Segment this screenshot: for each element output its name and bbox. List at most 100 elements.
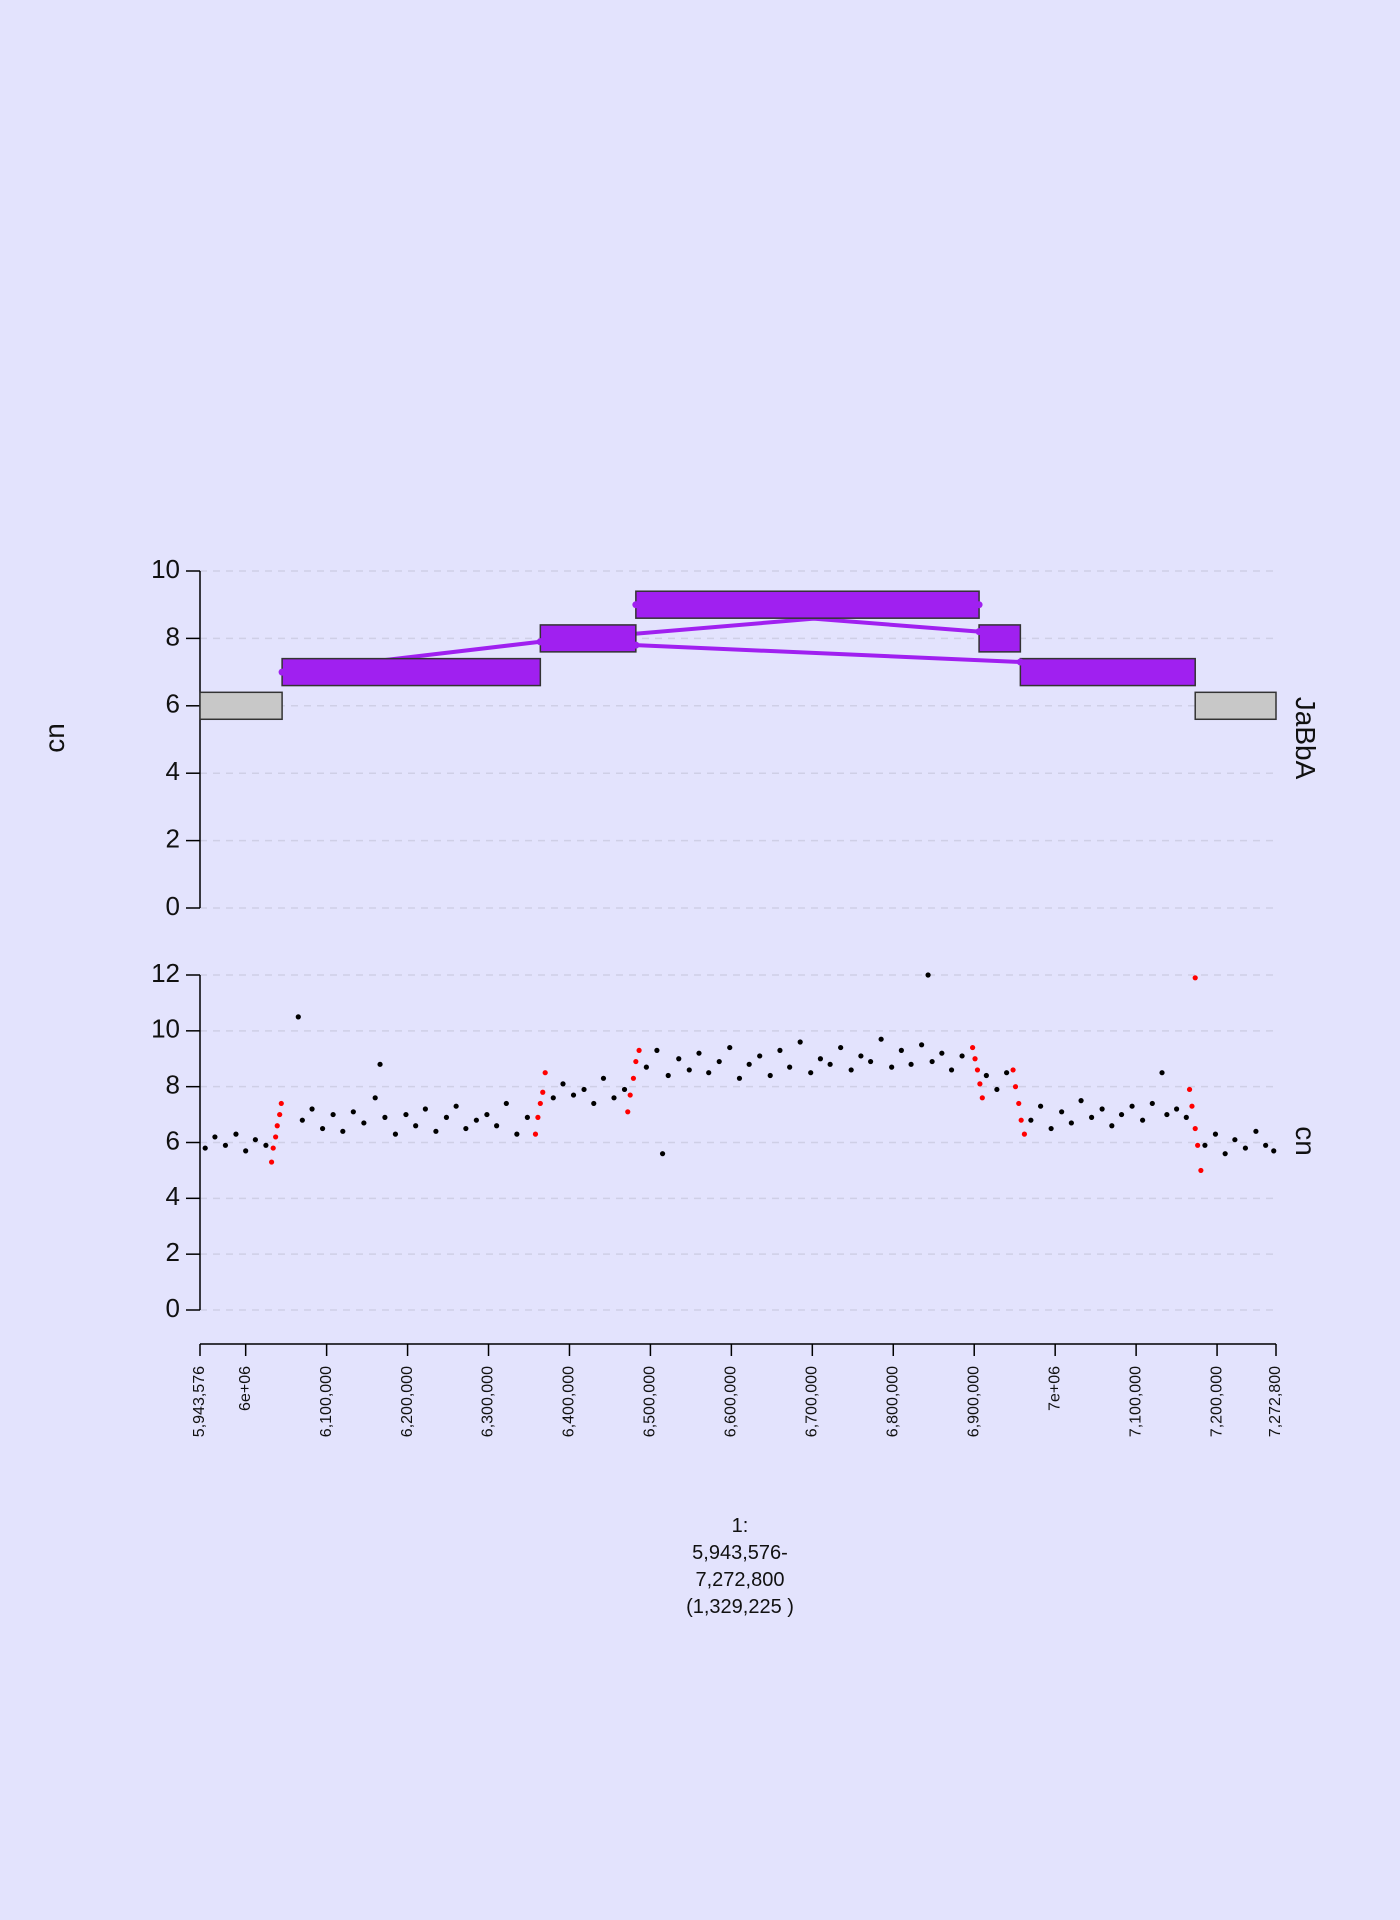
point — [633, 1058, 639, 1065]
point — [727, 1044, 733, 1051]
y-tick-label: 4 — [166, 756, 180, 786]
point — [309, 1106, 315, 1112]
point — [350, 1109, 356, 1115]
point — [222, 1142, 229, 1148]
x-tick-label: 6,400,000 — [561, 1366, 578, 1437]
point — [889, 1064, 895, 1070]
point — [1253, 1128, 1259, 1134]
point — [838, 1044, 844, 1051]
point — [1212, 1131, 1219, 1137]
y-tick-label: 0 — [166, 1293, 180, 1323]
x-tick-label: 6,800,000 — [884, 1366, 901, 1437]
x-tick-label: 6,100,000 — [318, 1366, 335, 1437]
junction-end — [632, 641, 640, 649]
point — [621, 1086, 628, 1093]
point — [817, 1056, 824, 1062]
junction — [635, 643, 1021, 664]
x-tick-label: 6,900,000 — [965, 1366, 982, 1437]
point — [252, 1137, 258, 1143]
point — [299, 1117, 305, 1123]
point — [1012, 1084, 1019, 1090]
point — [898, 1047, 904, 1053]
point — [274, 1123, 280, 1129]
point — [273, 1134, 279, 1140]
point — [433, 1128, 439, 1134]
point — [643, 1064, 649, 1070]
point — [1129, 1103, 1135, 1109]
y-tick-label: 6 — [166, 1125, 180, 1155]
y-tick-label: 10 — [151, 1014, 180, 1044]
segment — [1019, 657, 1196, 687]
point — [1139, 1117, 1146, 1123]
point — [696, 1050, 702, 1056]
point — [659, 1151, 666, 1157]
point — [202, 1145, 208, 1151]
y-tick-label: 10 — [151, 554, 180, 584]
point — [295, 1014, 301, 1020]
point — [361, 1120, 367, 1126]
point — [939, 1050, 945, 1056]
point — [212, 1134, 218, 1140]
point — [1048, 1125, 1054, 1132]
point — [1186, 1086, 1193, 1093]
y-axis-label: cn — [39, 723, 70, 753]
point — [630, 1075, 637, 1081]
point — [1222, 1151, 1228, 1157]
y-tick-label: 8 — [166, 621, 180, 651]
point — [1010, 1067, 1016, 1073]
point — [537, 1100, 543, 1107]
point — [403, 1111, 409, 1118]
point — [959, 1053, 965, 1059]
y-tick-label: 4 — [166, 1181, 180, 1211]
point — [1068, 1120, 1074, 1126]
x-tick-label: 6,700,000 — [804, 1366, 821, 1437]
point — [686, 1067, 692, 1073]
x-axis-label: 7,272,800 — [696, 1569, 785, 1591]
segment — [199, 691, 283, 721]
y-tick-label: 12 — [151, 958, 180, 988]
point — [706, 1070, 712, 1076]
x-tick-label: 7,272,800 — [1267, 1366, 1284, 1437]
point — [542, 1070, 548, 1076]
point — [535, 1114, 541, 1120]
point — [1099, 1106, 1105, 1112]
point — [463, 1125, 469, 1132]
point — [1263, 1142, 1269, 1148]
point — [1118, 1111, 1125, 1118]
x-tick-label: 7,100,000 — [1127, 1366, 1144, 1437]
y-tick-label: 8 — [166, 1070, 180, 1100]
point — [676, 1056, 682, 1062]
x-axis-label: 1: — [732, 1515, 749, 1537]
point — [1192, 1125, 1198, 1132]
point — [868, 1058, 874, 1065]
point — [591, 1100, 597, 1107]
point — [1018, 1117, 1024, 1123]
point — [1016, 1100, 1022, 1107]
y-tick-label: 2 — [166, 1237, 180, 1267]
point — [654, 1047, 660, 1053]
point — [777, 1047, 783, 1053]
point — [827, 1061, 833, 1067]
point — [908, 1061, 914, 1067]
point — [581, 1086, 587, 1093]
point — [503, 1100, 509, 1107]
x-tick-label: 6e+06 — [237, 1366, 254, 1411]
point — [243, 1148, 249, 1154]
point — [1088, 1114, 1095, 1120]
point — [994, 1086, 1000, 1093]
segment — [978, 624, 1022, 653]
point — [550, 1095, 556, 1101]
point — [453, 1103, 459, 1109]
point — [340, 1128, 346, 1134]
point — [1198, 1167, 1204, 1174]
x-axis-label: (1,329,225 ) — [686, 1596, 794, 1618]
x-tick-label: 5,943,576 — [191, 1366, 208, 1437]
point — [1192, 975, 1198, 981]
y-tick-label: 0 — [166, 891, 180, 921]
point — [1232, 1137, 1238, 1143]
point — [746, 1061, 752, 1067]
point — [263, 1142, 269, 1148]
point — [977, 1081, 983, 1087]
point — [919, 1042, 925, 1048]
point — [611, 1095, 617, 1101]
